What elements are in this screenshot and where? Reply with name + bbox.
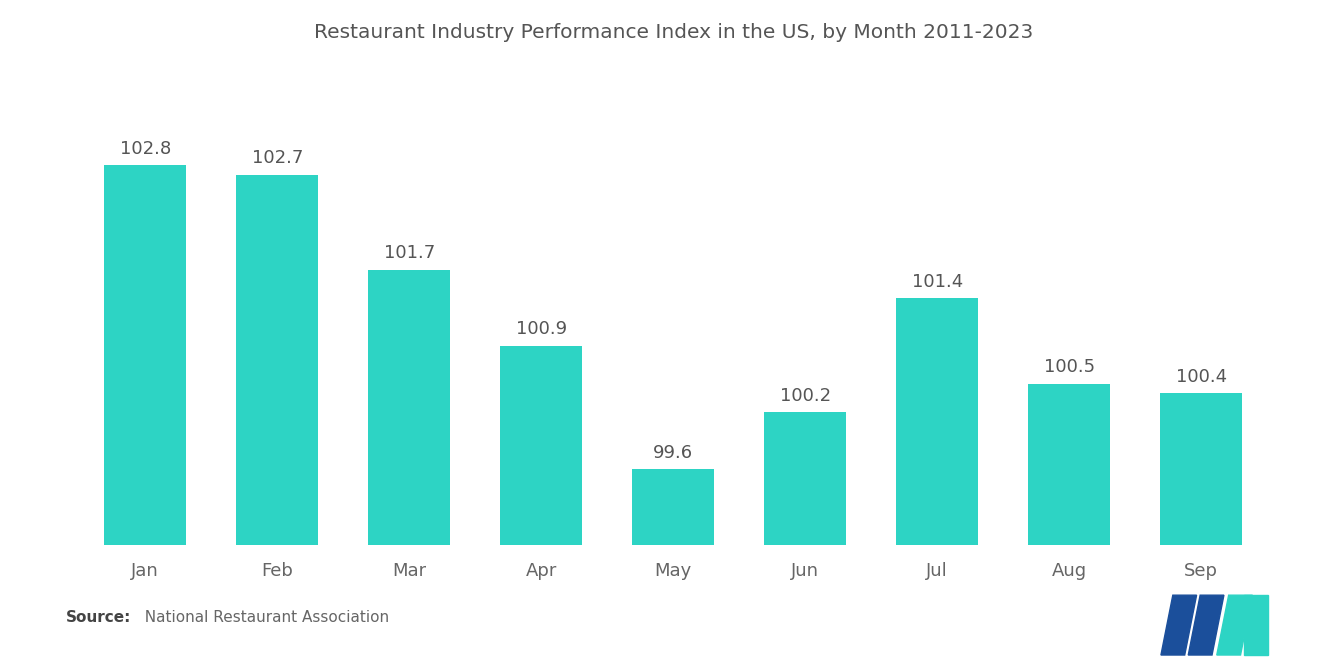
Text: 100.5: 100.5 — [1044, 358, 1094, 376]
Text: 101.7: 101.7 — [384, 244, 434, 262]
Bar — [236, 175, 318, 545]
Polygon shape — [1243, 595, 1267, 655]
Polygon shape — [1188, 595, 1224, 655]
Text: 100.2: 100.2 — [780, 387, 830, 405]
Bar — [632, 469, 714, 545]
Text: 102.8: 102.8 — [120, 140, 170, 158]
Text: 99.6: 99.6 — [653, 444, 693, 462]
Polygon shape — [1162, 595, 1196, 655]
Bar — [500, 346, 582, 545]
Bar — [1160, 393, 1242, 545]
Text: 100.9: 100.9 — [516, 321, 566, 338]
Bar — [368, 270, 450, 545]
Text: 100.4: 100.4 — [1176, 368, 1226, 386]
Text: 101.4: 101.4 — [912, 273, 962, 291]
Text: 102.7: 102.7 — [252, 149, 302, 167]
Bar — [764, 412, 846, 545]
Bar — [104, 166, 186, 545]
Text: Source:: Source: — [66, 610, 132, 625]
Bar — [896, 299, 978, 545]
Bar — [1028, 384, 1110, 545]
Title: Restaurant Industry Performance Index in the US, by Month 2011-2023: Restaurant Industry Performance Index in… — [314, 23, 1032, 42]
Polygon shape — [1217, 595, 1253, 655]
Text: National Restaurant Association: National Restaurant Association — [135, 610, 389, 625]
